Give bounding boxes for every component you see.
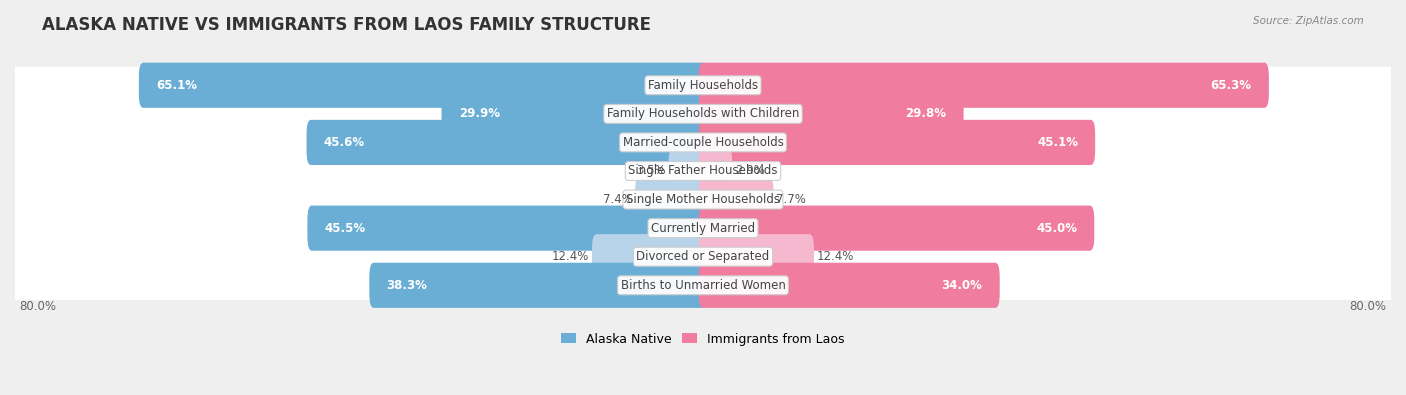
- Text: 45.6%: 45.6%: [323, 136, 366, 149]
- FancyBboxPatch shape: [308, 205, 707, 251]
- FancyBboxPatch shape: [13, 124, 1393, 161]
- Text: Family Households with Children: Family Households with Children: [607, 107, 799, 120]
- Text: 12.4%: 12.4%: [553, 250, 589, 263]
- Text: 38.3%: 38.3%: [387, 279, 427, 292]
- FancyBboxPatch shape: [592, 234, 707, 279]
- Text: 80.0%: 80.0%: [1350, 300, 1386, 313]
- FancyBboxPatch shape: [139, 63, 707, 108]
- FancyBboxPatch shape: [699, 91, 963, 136]
- Text: 34.0%: 34.0%: [942, 279, 983, 292]
- FancyBboxPatch shape: [699, 234, 814, 279]
- FancyBboxPatch shape: [13, 67, 1393, 104]
- Text: 7.4%: 7.4%: [603, 193, 633, 206]
- FancyBboxPatch shape: [669, 149, 707, 194]
- FancyBboxPatch shape: [699, 177, 773, 222]
- FancyBboxPatch shape: [13, 95, 1393, 132]
- Text: 12.4%: 12.4%: [817, 250, 853, 263]
- Text: 7.7%: 7.7%: [776, 193, 806, 206]
- Text: 2.9%: 2.9%: [735, 164, 765, 177]
- FancyBboxPatch shape: [636, 177, 707, 222]
- FancyBboxPatch shape: [441, 91, 707, 136]
- Text: Source: ZipAtlas.com: Source: ZipAtlas.com: [1253, 16, 1364, 26]
- FancyBboxPatch shape: [13, 181, 1393, 218]
- FancyBboxPatch shape: [699, 205, 1094, 251]
- FancyBboxPatch shape: [699, 120, 1095, 165]
- Text: 45.1%: 45.1%: [1038, 136, 1078, 149]
- FancyBboxPatch shape: [13, 210, 1393, 247]
- Text: 65.3%: 65.3%: [1211, 79, 1251, 92]
- FancyBboxPatch shape: [13, 152, 1393, 190]
- FancyBboxPatch shape: [307, 120, 707, 165]
- Text: Single Mother Households: Single Mother Households: [626, 193, 780, 206]
- FancyBboxPatch shape: [699, 149, 733, 194]
- Text: ALASKA NATIVE VS IMMIGRANTS FROM LAOS FAMILY STRUCTURE: ALASKA NATIVE VS IMMIGRANTS FROM LAOS FA…: [42, 16, 651, 34]
- FancyBboxPatch shape: [370, 263, 707, 308]
- Text: 80.0%: 80.0%: [20, 300, 56, 313]
- FancyBboxPatch shape: [699, 63, 1268, 108]
- Text: 45.0%: 45.0%: [1036, 222, 1077, 235]
- Text: Family Households: Family Households: [648, 79, 758, 92]
- Text: 29.8%: 29.8%: [905, 107, 946, 120]
- FancyBboxPatch shape: [13, 238, 1393, 275]
- Text: Married-couple Households: Married-couple Households: [623, 136, 783, 149]
- Text: 65.1%: 65.1%: [156, 79, 197, 92]
- Text: Births to Unmarried Women: Births to Unmarried Women: [620, 279, 786, 292]
- FancyBboxPatch shape: [699, 263, 1000, 308]
- FancyBboxPatch shape: [13, 267, 1393, 304]
- Text: 45.5%: 45.5%: [325, 222, 366, 235]
- Legend: Alaska Native, Immigrants from Laos: Alaska Native, Immigrants from Laos: [561, 333, 845, 346]
- Text: Single Father Households: Single Father Households: [628, 164, 778, 177]
- Text: 3.5%: 3.5%: [637, 164, 666, 177]
- Text: Divorced or Separated: Divorced or Separated: [637, 250, 769, 263]
- Text: 29.9%: 29.9%: [458, 107, 499, 120]
- Text: Currently Married: Currently Married: [651, 222, 755, 235]
